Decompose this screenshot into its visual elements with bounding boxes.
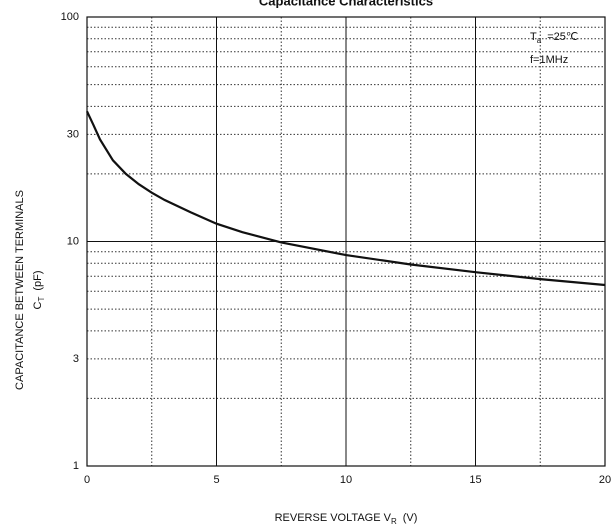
y-axis-unit-part: T [37, 297, 46, 302]
y-tick-label: 100 [61, 11, 79, 23]
annotation: Ta =25℃ [530, 31, 578, 45]
x-axis-label: REVERSE VOLTAGE VR (V) [275, 512, 418, 526]
x-tick-label: 0 [84, 474, 90, 486]
y-tick-label: 1 [73, 460, 79, 472]
y-axis-unit: CT (pF) [32, 270, 46, 309]
y-axis-unit-part: (pF) [32, 270, 44, 290]
y-axis-unit-part: C [32, 302, 44, 310]
y-tick-label: 3 [73, 353, 79, 365]
annotation: f=1MHz [530, 54, 568, 66]
annotation-part: T [530, 31, 537, 43]
x-axis-label-part: (V) [403, 512, 418, 524]
x-axis-label-part: R [391, 517, 397, 526]
x-tick-label: 15 [469, 474, 481, 486]
x-axis-label-part: REVERSE VOLTAGE V [275, 512, 392, 524]
x-tick-label: 10 [340, 474, 352, 486]
annotation-part: =25℃ [547, 31, 578, 43]
y-tick-label: 10 [67, 235, 79, 247]
plot-frame [86, 16, 606, 467]
x-tick-label: 5 [213, 474, 219, 486]
y-tick-label: 30 [67, 128, 79, 140]
x-tick-label: 20 [599, 474, 611, 486]
annotation-part: a [537, 36, 542, 45]
curve [86, 110, 606, 287]
chart-title: Capacitance Characteristics [259, 0, 433, 8]
annotation-part: f=1MHz [530, 54, 568, 66]
y-axis-label: CAPACITANCE BETWEEN TERMINALS [14, 190, 26, 390]
